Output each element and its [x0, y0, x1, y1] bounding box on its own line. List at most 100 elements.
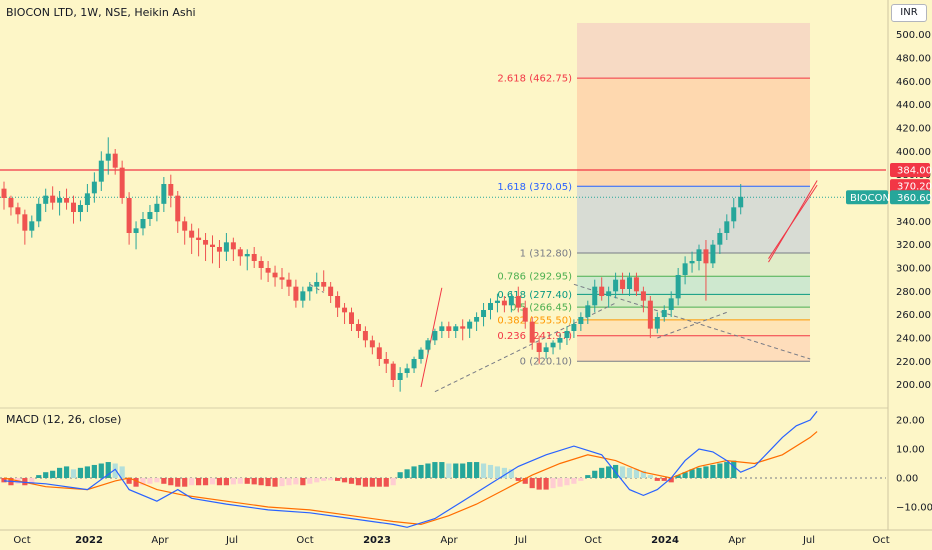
macd-bar: [696, 467, 702, 478]
candle: [411, 358, 417, 369]
macd-title: MACD (12, 26, close): [6, 413, 122, 426]
macd-bar: [550, 478, 556, 489]
chart-title: BIOCON LTD, 1W, NSE, Heikin Ashi: [6, 6, 196, 19]
candle: [418, 349, 424, 359]
candle: [522, 307, 528, 322]
macd-bar: [446, 463, 452, 478]
macd-bar: [29, 478, 35, 484]
candle: [362, 330, 368, 341]
candle: [439, 326, 445, 331]
price-tick-label: 280.00: [896, 287, 931, 298]
macd-bar: [397, 472, 403, 478]
candle: [606, 291, 612, 296]
candle: [397, 372, 403, 380]
candle: [578, 316, 584, 324]
currency-button[interactable]: INR: [891, 4, 927, 22]
macd-bar: [112, 463, 118, 478]
macd-bar: [654, 478, 660, 481]
time-tick-label: Apr: [440, 535, 458, 546]
price-tag-label: 384.00: [897, 165, 932, 176]
candle: [244, 253, 250, 257]
macd-bar: [84, 466, 90, 478]
macd-bar: [300, 478, 306, 486]
macd-bar: [341, 478, 348, 483]
candle: [133, 228, 139, 233]
candle: [543, 347, 549, 352]
macd-bar: [286, 478, 292, 486]
time-tick-label: Jul: [802, 535, 815, 546]
candle: [15, 207, 21, 215]
macd-bar: [474, 462, 480, 478]
candle: [689, 260, 695, 264]
candle: [119, 167, 125, 198]
macd-bar: [362, 478, 368, 487]
price-tick-label: 480.00: [896, 53, 931, 64]
candle: [717, 232, 723, 245]
candle: [640, 291, 646, 301]
macd-bar: [202, 478, 209, 486]
trendline: [657, 311, 727, 339]
candle: [494, 300, 500, 303]
price-tick-label: 420.00: [896, 123, 931, 134]
macd-bar: [543, 478, 549, 490]
fib-zone: [577, 22, 810, 79]
macd-bar: [154, 478, 160, 483]
macd-bar: [43, 472, 49, 478]
macd-bar: [467, 462, 473, 478]
macd-bar: [571, 478, 577, 484]
macd-bar: [119, 466, 125, 478]
macd-bar: [529, 478, 535, 489]
candle: [355, 323, 361, 331]
price-tick-label: 440.00: [896, 100, 931, 111]
macd-bar: [321, 478, 327, 481]
macd-bar: [668, 478, 674, 483]
candle: [175, 195, 181, 222]
candle: [425, 340, 431, 350]
time-tick-label: Jul: [225, 535, 238, 546]
candle: [460, 326, 466, 329]
price-tag: [890, 179, 930, 194]
candle: [126, 197, 132, 233]
candle: [571, 323, 577, 331]
fib-zone: [577, 78, 810, 187]
candle: [710, 244, 716, 264]
macd-bar: [63, 466, 70, 478]
macd-bar: [161, 478, 167, 484]
candle: [321, 281, 327, 287]
time-tick-label: 2022: [75, 535, 103, 546]
macd-bar: [390, 478, 396, 486]
macd-bar: [411, 466, 417, 478]
macd-bar: [244, 478, 250, 484]
candle: [147, 211, 153, 219]
candle: [71, 202, 76, 212]
candle: [189, 230, 195, 238]
macd-bar: [564, 478, 570, 486]
candle: [481, 309, 487, 317]
fib-label: 0 (220.10): [520, 357, 572, 368]
price-axis: [888, 0, 932, 550]
macd-bar: [328, 478, 334, 481]
macd-bar: [731, 460, 737, 478]
macd-bar: [619, 466, 626, 478]
macd-bar: [404, 469, 410, 478]
macd-bar: [578, 478, 584, 481]
macd-tick-label: 0.00: [896, 474, 918, 485]
fib-label: 1 (312.80): [520, 249, 572, 260]
candle: [696, 249, 702, 261]
price-tag: [890, 162, 930, 177]
candle: [390, 363, 396, 380]
macd-bar: [487, 464, 494, 478]
candle: [703, 249, 709, 264]
time-tick-label: Apr: [728, 535, 746, 546]
candle: [43, 195, 49, 204]
candle: [57, 197, 63, 203]
macd-bar: [508, 469, 514, 478]
fib-zone: [577, 186, 810, 254]
macd-bar: [453, 463, 459, 478]
candle: [210, 244, 215, 247]
macd-bar: [57, 467, 63, 478]
candle: [272, 272, 278, 278]
macd-bar: [348, 478, 355, 484]
